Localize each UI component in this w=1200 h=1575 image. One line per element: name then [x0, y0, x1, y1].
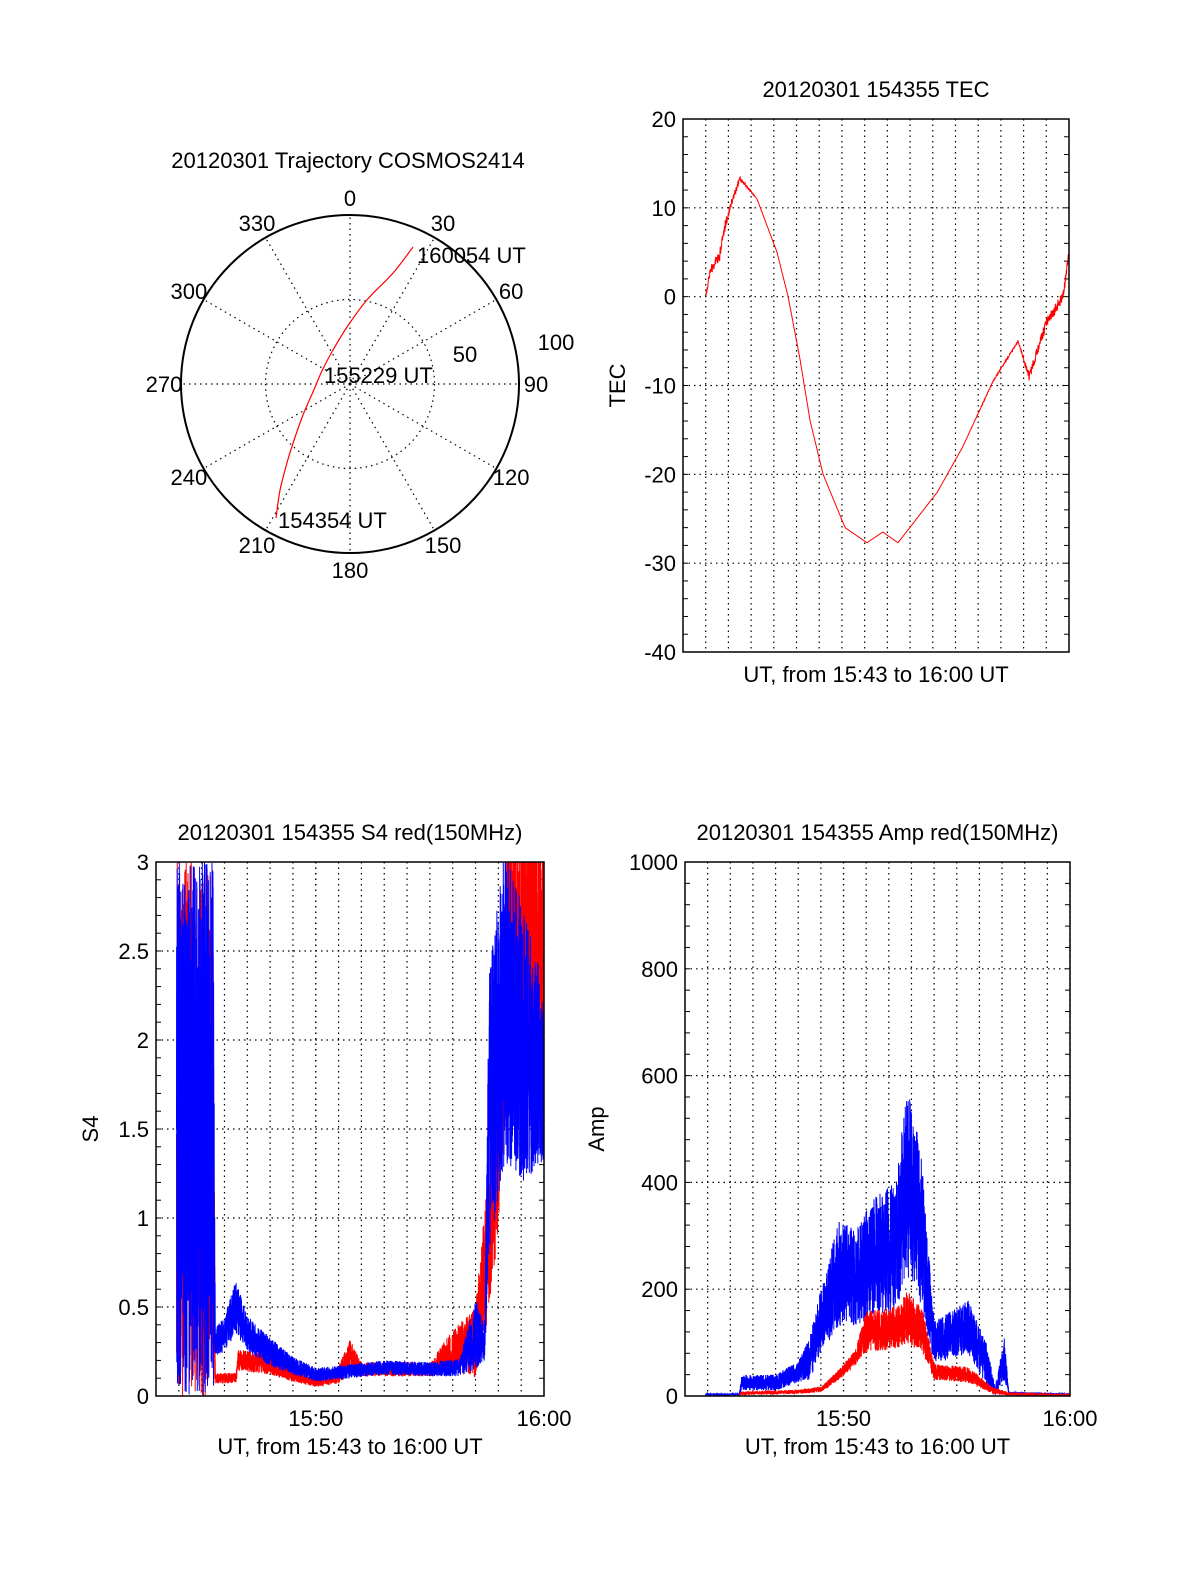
y-tick-label: 3 — [137, 850, 149, 875]
polar-radial-gridline — [349, 383, 497, 470]
plot-frame — [682, 118, 1070, 653]
x-tick-label: 16:00 — [516, 1406, 571, 1431]
azimuth-tick-label: 330 — [239, 211, 276, 236]
azimuth-tick-label: 210 — [239, 533, 276, 558]
x-tick-label: 15:50 — [288, 1406, 343, 1431]
y-tick-label: -10 — [644, 374, 676, 399]
x-axis-label: UT, from 15:43 to 16:00 UT — [743, 662, 1008, 687]
azimuth-tick-label: 180 — [332, 558, 369, 583]
plot-frame — [684, 861, 1071, 1397]
y-tick-label: 600 — [641, 1064, 678, 1089]
amp-chart: 20120301 154355 Amp red(150MHz) 0 200 400 60… — [584, 820, 1098, 1459]
series-line-red — [738, 1292, 1070, 1396]
y-tick-label: 0 — [664, 285, 676, 310]
azimuth-tick-label: 60 — [499, 279, 523, 304]
radial-tick-label: 100 — [538, 330, 575, 355]
y-tick-label: -40 — [644, 640, 676, 665]
tec-chart: 20120301 154355 TEC -40 -30 -20 -10 0 10 20 UT, … — [605, 77, 1070, 687]
trajectory-time-label: 155229 UT — [324, 363, 433, 388]
polar-radial-gridline — [264, 237, 351, 385]
polar-radial-gridline — [203, 383, 351, 470]
plot-frame — [155, 861, 545, 1397]
y-tick-label: -30 — [644, 551, 676, 576]
trajectory-time-label: 154354 UT — [278, 508, 387, 533]
y-tick-label: 0 — [666, 1384, 678, 1409]
series-line-red — [705, 175, 1069, 544]
y-tick-label: 10 — [652, 196, 676, 221]
polar-radial-gridline — [264, 383, 351, 531]
polar-outer-circle — [180, 214, 520, 554]
azimuth-tick-label: 240 — [171, 465, 208, 490]
trajectory-time-label: 160054 UT — [417, 243, 526, 268]
polar-trajectory-chart: 20120301 Trajectory COSMOS2414 0 30 60 90 120… — [146, 148, 575, 583]
azimuth-tick-label: 150 — [425, 533, 462, 558]
polar-radial-gridline — [203, 298, 351, 385]
y-tick-label: 20 — [652, 107, 676, 132]
chart-title: 20120301 154355 TEC — [762, 77, 989, 102]
y-tick-label: 1.5 — [118, 1117, 149, 1142]
y-tick-label: 1000 — [629, 850, 678, 875]
azimuth-tick-label: 300 — [171, 279, 208, 304]
y-tick-label: 800 — [641, 957, 678, 982]
y-tick-label: 0 — [137, 1384, 149, 1409]
chart-title: 20120301 Trajectory COSMOS2414 — [171, 148, 524, 173]
chart-title: 20120301 154355 S4 red(150MHz) — [178, 820, 523, 845]
polar-radial-gridline — [349, 383, 436, 531]
polar-radial-gridline — [349, 298, 497, 385]
azimuth-tick-label: 270 — [146, 372, 183, 397]
y-tick-label: 2 — [137, 1028, 149, 1053]
x-axis-label: UT, from 15:43 to 16:00 UT — [745, 1434, 1010, 1459]
chart-title: 20120301 154355 Amp red(150MHz) — [696, 820, 1058, 845]
y-tick-label: -20 — [644, 462, 676, 487]
y-tick-label: 2.5 — [118, 939, 149, 964]
series-line-blue — [176, 862, 544, 1396]
trajectory-line — [275, 246, 414, 519]
azimuth-tick-label: 120 — [493, 465, 530, 490]
y-tick-label: 1 — [137, 1206, 149, 1231]
azimuth-tick-label: 0 — [344, 186, 356, 211]
y-axis-label: S4 — [78, 1116, 103, 1143]
x-axis-label: UT, from 15:43 to 16:00 UT — [217, 1434, 482, 1459]
y-tick-label: 200 — [641, 1277, 678, 1302]
azimuth-tick-label: 90 — [524, 372, 548, 397]
y-axis-label: Amp — [584, 1106, 609, 1151]
s4-chart: 20120301 154355 S4 red(150MHz) 0 0.5 1 1.5 2 2… — [78, 820, 572, 1459]
x-tick-label: 15:50 — [816, 1406, 871, 1431]
y-tick-label: 400 — [641, 1170, 678, 1195]
polar-inner-circle — [264, 298, 436, 470]
y-axis-label: TEC — [605, 363, 630, 407]
polar-radial-gridline — [349, 237, 436, 385]
x-tick-label: 16:00 — [1042, 1406, 1097, 1431]
azimuth-tick-label: 30 — [431, 211, 455, 236]
radial-tick-label: 50 — [453, 342, 477, 367]
y-tick-label: 0.5 — [118, 1295, 149, 1320]
